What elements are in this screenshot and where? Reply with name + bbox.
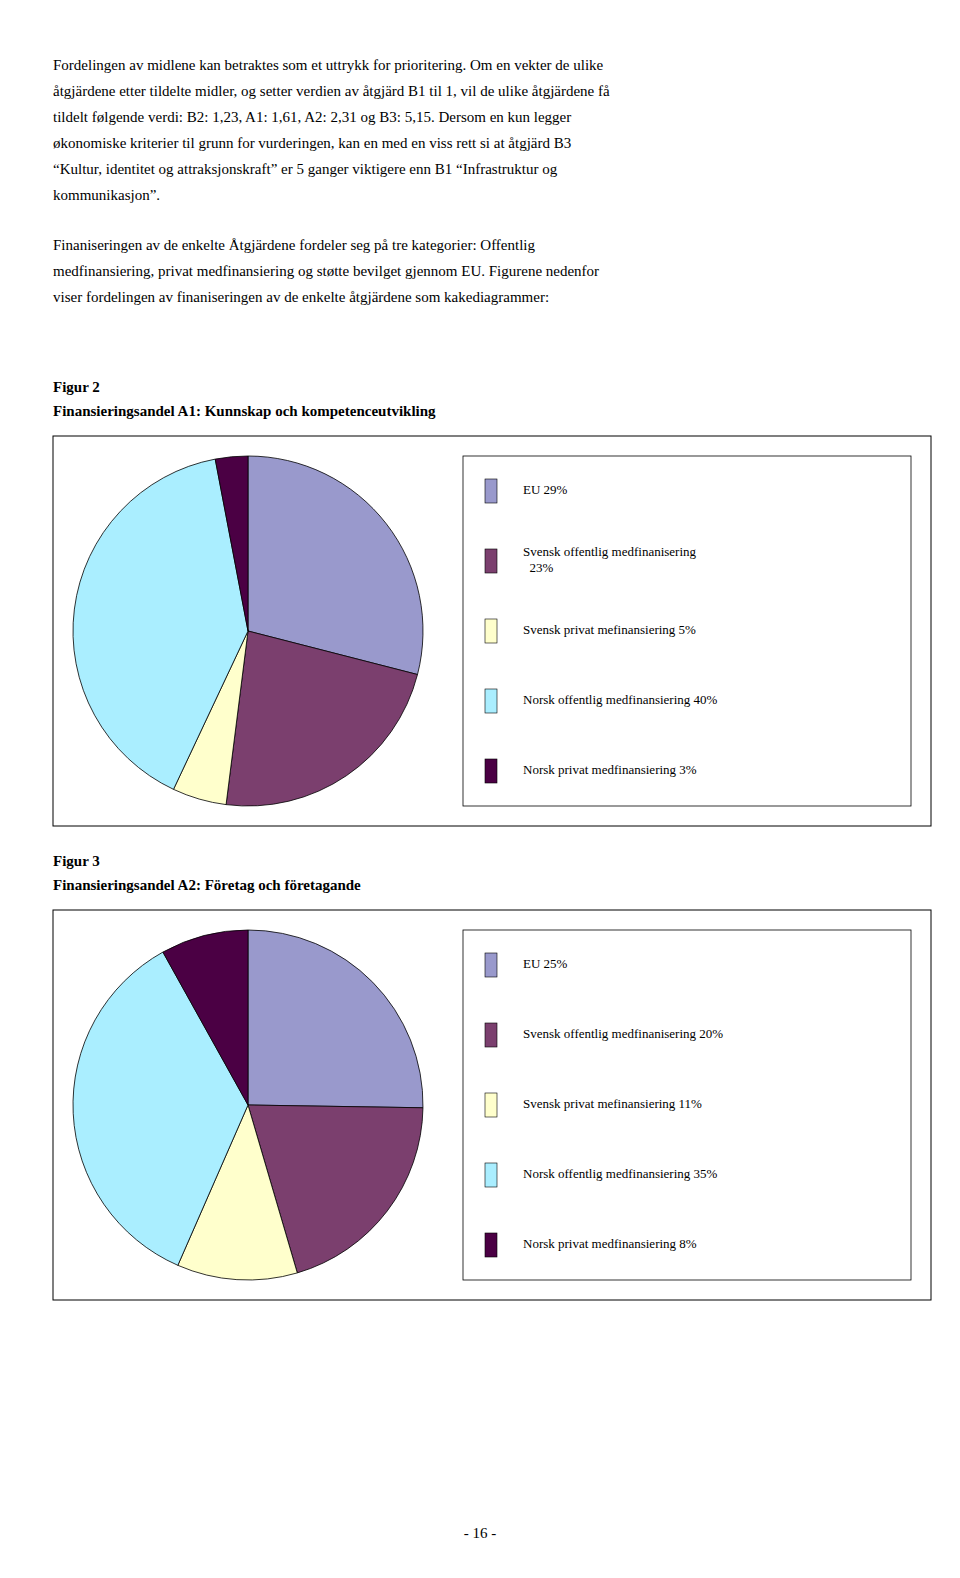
paragraph-line: medfinansiering, privat medfinansiering … — [53, 263, 599, 279]
legend-swatch — [485, 1233, 497, 1257]
legend-entry-line: EU 25% — [523, 956, 568, 971]
legend-swatch — [485, 1023, 497, 1047]
paragraph-line: tildelt følgende verdi: B2: 1,23, A1: 1,… — [53, 109, 571, 125]
legend-entry-line: EU 29% — [523, 482, 568, 497]
legend-swatch — [485, 619, 497, 643]
legend-entry: Norsk privat medfinansiering 3% — [523, 762, 697, 777]
legend-entry-line: Svensk privat mefinansiering 11% — [523, 1096, 702, 1111]
paragraph-line: Fordelingen av midlene kan betraktes som… — [53, 57, 604, 73]
paragraph-line: “Kultur, identitet og attraksjonskraft” … — [53, 161, 558, 177]
paragraph-line: viser fordelingen av finaniseringen av d… — [53, 289, 549, 305]
figure-label: Figur 3 — [53, 853, 100, 869]
chart-title: Finansieringsandel A1: Kunnskap och komp… — [53, 403, 436, 419]
legend-entry: EU 25% — [523, 956, 568, 971]
pie-slice — [163, 930, 248, 1105]
paragraph-line: åtgjärdene etter tildelte midler, og set… — [53, 83, 610, 99]
legend-swatch — [485, 479, 497, 503]
paragraph-line: kommunikasjon”. — [53, 187, 160, 203]
paragraph-line: Finaniseringen av de enkelte Åtgjärdene … — [53, 237, 536, 253]
legend-entry-line: 23% — [523, 560, 554, 575]
legend: EU 29% Svensk offentlig medfinanisering 2… — [463, 456, 911, 806]
legend-entry: Svensk privat mefinansiering 11% — [523, 1096, 702, 1111]
legend-frame — [463, 930, 911, 1280]
paragraph: Fordelingen av midlene kan betraktes som… — [53, 57, 610, 203]
pie-slice — [226, 631, 417, 806]
legend-entry-line: Norsk privat medfinansiering 3% — [523, 762, 697, 777]
legend-swatch — [485, 759, 497, 783]
chart-frame — [53, 910, 931, 1300]
figure: Figur 2 Finansieringsandel A1: Kunnskap o… — [53, 379, 931, 826]
legend-entry: Svensk offentlig medfinanisering 20% — [523, 1026, 723, 1041]
legend-entry-line: Svensk offentlig medfinanisering 20% — [523, 1026, 723, 1041]
legend-swatch — [485, 1163, 497, 1187]
legend-entry-line: Svensk privat mefinansiering 5% — [523, 622, 696, 637]
chart-title: Finansieringsandel A2: Företag och föret… — [53, 877, 361, 893]
pie-slice — [73, 459, 248, 789]
legend-entry-line: Norsk offentlig medfinansiering 35% — [523, 1166, 718, 1181]
legend-entry: Norsk offentlig medfinansiering 40% — [523, 692, 718, 707]
page-number: - 16 - — [464, 1525, 497, 1541]
paragraph: Finaniseringen av de enkelte Åtgjärdene … — [53, 237, 599, 305]
figure-label: Figur 2 — [53, 379, 100, 395]
pie — [73, 456, 423, 806]
legend-entry-line: Norsk offentlig medfinansiering 40% — [523, 692, 718, 707]
legend-entry: Svensk offentlig medfinanisering 23% — [523, 544, 697, 575]
legend-swatch — [485, 689, 497, 713]
legend-entry: EU 29% — [523, 482, 568, 497]
legend: EU 25% Svensk offentlig medfinanisering 2… — [463, 930, 911, 1280]
legend-swatch — [485, 549, 497, 573]
page: Fordelingen av midlene kan betraktes som… — [0, 0, 960, 1578]
chart-frame — [53, 436, 931, 826]
figure: Figur 3 Finansieringsandel A2: Företag oc… — [53, 853, 931, 1300]
pie — [73, 930, 423, 1280]
legend-frame — [463, 456, 911, 806]
legend-entry-line: Norsk privat medfinansiering 8% — [523, 1236, 697, 1251]
legend-entry: Norsk offentlig medfinansiering 35% — [523, 1166, 718, 1181]
legend-entry-line: Svensk offentlig medfinanisering — [523, 544, 697, 559]
legend-entry: Svensk privat mefinansiering 5% — [523, 622, 696, 637]
legend-swatch — [485, 1093, 497, 1117]
legend-entry: Norsk privat medfinansiering 8% — [523, 1236, 697, 1251]
legend-swatch — [485, 953, 497, 977]
paragraph-line: økonomiske kriterier til grunn for vurde… — [53, 135, 571, 151]
pie-slice — [248, 930, 423, 1108]
pie-slice — [215, 456, 248, 631]
